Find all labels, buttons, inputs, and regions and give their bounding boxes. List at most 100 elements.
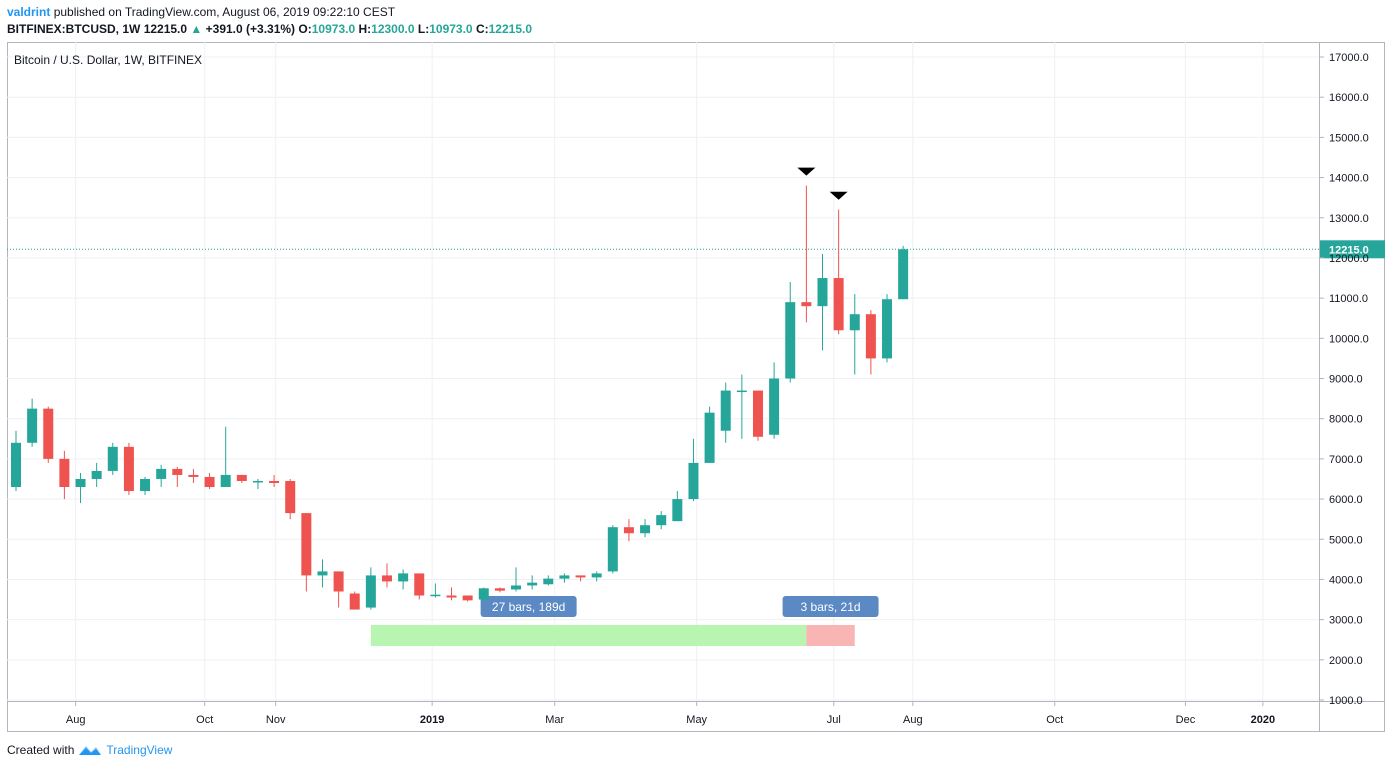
open-value: 10973.0	[311, 22, 356, 36]
price-tick-label: 3000.0	[1329, 615, 1363, 627]
chart-frame[interactable]: 27 bars, 189d 3 bars, 21d 12215.0 17000.0…	[7, 42, 1385, 732]
candle-body	[252, 480, 263, 483]
grid	[7, 42, 1319, 701]
time-tick-label: Oct	[1046, 714, 1063, 726]
candle-body	[269, 480, 280, 483]
candle-body	[559, 575, 570, 579]
candle-body	[140, 478, 151, 492]
candle-body	[543, 578, 554, 585]
tradingview-logo-icon	[79, 746, 102, 755]
candle-body	[623, 527, 634, 534]
candle-body	[317, 571, 328, 576]
candle-body	[204, 476, 215, 488]
publish-info: published on TradingView.com, August 06,…	[53, 5, 396, 19]
candle-body	[898, 249, 909, 300]
candle-body	[156, 468, 167, 479]
range-label-bg	[782, 596, 879, 617]
candle-body	[752, 390, 763, 437]
range-label: 27 bars, 189d	[492, 600, 565, 614]
candle-body	[27, 408, 38, 443]
close-label: C:	[475, 22, 489, 36]
candle-body	[672, 499, 683, 522]
candle-body	[446, 595, 457, 598]
markers	[797, 167, 848, 200]
price-tick-label: 11000.0	[1329, 293, 1368, 305]
time-tick-label: Aug	[66, 714, 86, 726]
price-axis: 17000.0 16000.0 15000.0 14000.0 13000.0 12000…	[1319, 52, 1369, 707]
footer: Created with TradingView	[7, 742, 172, 758]
candle-body	[414, 573, 425, 596]
close-value: 12215.0	[488, 22, 533, 36]
time-tick-label: Dec	[1176, 714, 1196, 726]
candle-body	[107, 446, 118, 471]
open-label: O:	[298, 22, 312, 36]
candle-body	[785, 302, 796, 379]
candle-body	[478, 588, 489, 600]
time-tick-label: Mar	[545, 714, 564, 726]
range-box	[370, 625, 807, 646]
candle-body	[398, 573, 409, 582]
up-triangle-icon: ▲	[190, 22, 203, 36]
candle-body	[607, 527, 618, 572]
price-tick-label: 16000.0	[1329, 92, 1369, 104]
price-tick-label: 15000.0	[1329, 132, 1369, 144]
price-tick-label: 10000.0	[1329, 333, 1369, 345]
price-change: +391.0 (+3.31%)	[205, 22, 296, 36]
tradingview-brand[interactable]: TradingView	[106, 743, 173, 757]
candle-body	[640, 525, 651, 534]
time-tick-label: Aug	[903, 714, 923, 726]
high-value: 12300.0	[371, 22, 415, 36]
time-axis: Aug Oct Nov 2019 Mar May Jul Aug Oct Dec 2020	[66, 701, 1275, 726]
price-tick-label: 13000.0	[1329, 213, 1369, 225]
candle-body	[188, 474, 199, 477]
price-tick-label: 14000.0	[1329, 173, 1369, 185]
candle-body	[172, 468, 183, 475]
author-link[interactable]: valdrint	[7, 5, 51, 19]
time-tick-label: Jul	[827, 714, 841, 726]
price-tick-label: 6000.0	[1329, 494, 1363, 506]
price-tick-label: 12000.0	[1329, 253, 1369, 265]
candlestick-chart[interactable]: 27 bars, 189d 3 bars, 21d 12215.0 17000.0…	[7, 42, 1385, 732]
time-tick-label: Oct	[196, 714, 213, 726]
candle-body	[801, 302, 812, 307]
chart-border	[7, 42, 1385, 732]
time-tick-label: 2019	[420, 714, 444, 726]
price-tick-label: 7000.0	[1329, 454, 1363, 466]
candle-body	[882, 299, 893, 359]
high-label: H:	[358, 22, 372, 36]
price-tick-label: 5000.0	[1329, 534, 1363, 546]
price-tick-label: 4000.0	[1329, 574, 1363, 586]
candle-body	[381, 575, 392, 582]
candle-body	[769, 378, 780, 435]
candle-body	[430, 594, 441, 597]
time-tick-label: Nov	[266, 714, 286, 726]
price-line: 12215.0	[7, 240, 1385, 259]
candle-body	[704, 412, 715, 463]
candle-body	[301, 513, 312, 576]
candle-body	[833, 278, 844, 331]
candle-body	[656, 515, 667, 526]
low-value: 10973.0	[429, 22, 473, 36]
candle-body	[59, 458, 70, 488]
candle-body	[220, 474, 231, 488]
candle-body	[849, 314, 860, 331]
candles	[11, 185, 909, 610]
created-with-label: Created with	[7, 743, 75, 757]
price-tick-label: 1000.0	[1329, 695, 1363, 707]
candle-body	[91, 470, 102, 479]
candle-body	[11, 442, 21, 488]
range-label-bg	[480, 596, 577, 617]
candle-body	[285, 480, 296, 514]
ohlc-bar: BITFINEX:BTCUSD, 1W 12215.0 ▲ +391.0 (+3…	[7, 21, 532, 37]
candle-body	[511, 585, 522, 590]
range-label: 3 bars, 21d	[801, 600, 861, 614]
candle-body	[736, 390, 747, 393]
candle-body	[333, 571, 344, 592]
candle-body	[817, 278, 828, 307]
time-tick-label: 2020	[1251, 714, 1275, 726]
low-label: L:	[417, 22, 430, 36]
candle-body	[591, 573, 602, 578]
price-tick-label: 8000.0	[1329, 414, 1363, 426]
candle-body	[720, 390, 731, 431]
candle-body	[865, 314, 876, 359]
